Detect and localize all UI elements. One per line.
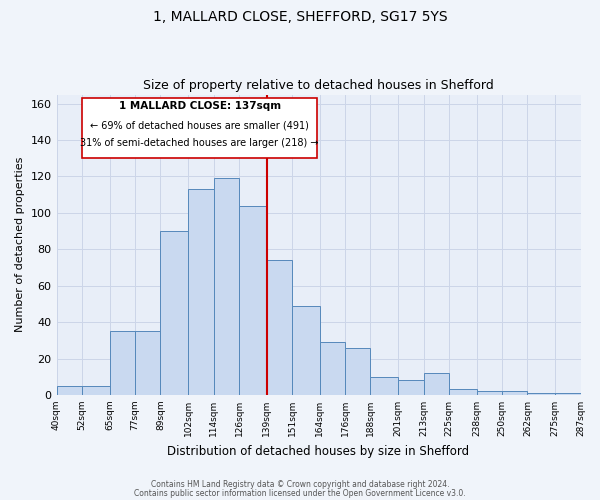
Bar: [502, 392, 527, 395]
Bar: [345, 348, 370, 395]
Text: Contains public sector information licensed under the Open Government Licence v3: Contains public sector information licen…: [134, 488, 466, 498]
Bar: [56, 386, 82, 395]
Text: 1, MALLARD CLOSE, SHEFFORD, SG17 5YS: 1, MALLARD CLOSE, SHEFFORD, SG17 5YS: [152, 10, 448, 24]
Bar: [160, 231, 188, 395]
Bar: [292, 306, 320, 395]
Bar: [527, 393, 555, 395]
Bar: [476, 392, 502, 395]
Bar: [82, 98, 317, 158]
Bar: [239, 206, 266, 395]
Bar: [82, 386, 110, 395]
Bar: [266, 260, 292, 395]
X-axis label: Distribution of detached houses by size in Shefford: Distribution of detached houses by size …: [167, 444, 470, 458]
Title: Size of property relative to detached houses in Shefford: Size of property relative to detached ho…: [143, 79, 494, 92]
Bar: [110, 331, 135, 395]
Bar: [370, 376, 398, 395]
Text: 1 MALLARD CLOSE: 137sqm: 1 MALLARD CLOSE: 137sqm: [119, 101, 281, 111]
Text: ← 69% of detached houses are smaller (491): ← 69% of detached houses are smaller (49…: [90, 120, 309, 130]
Bar: [188, 189, 214, 395]
Bar: [449, 390, 476, 395]
Bar: [424, 373, 449, 395]
Bar: [555, 393, 581, 395]
Bar: [214, 178, 239, 395]
Bar: [135, 331, 160, 395]
Text: 31% of semi-detached houses are larger (218) →: 31% of semi-detached houses are larger (…: [80, 138, 319, 148]
Bar: [320, 342, 345, 395]
Y-axis label: Number of detached properties: Number of detached properties: [15, 157, 25, 332]
Bar: [398, 380, 424, 395]
Text: Contains HM Land Registry data © Crown copyright and database right 2024.: Contains HM Land Registry data © Crown c…: [151, 480, 449, 489]
